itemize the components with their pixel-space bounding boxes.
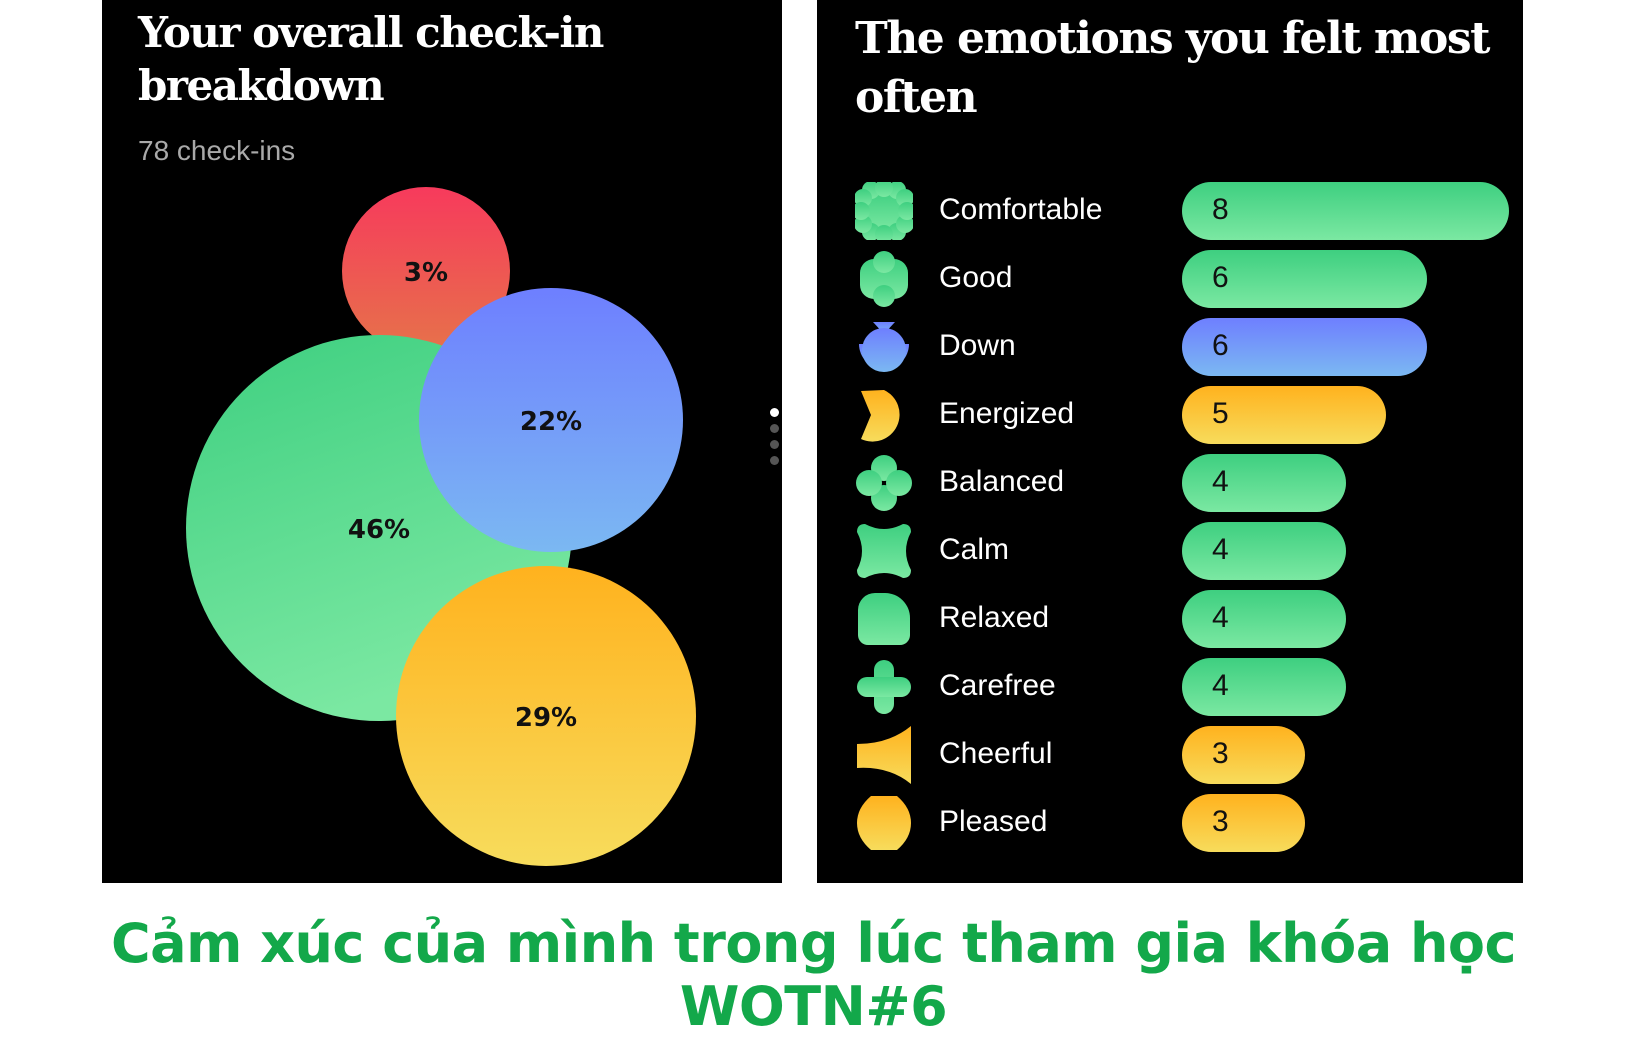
emotion-value: 5 bbox=[1212, 397, 1229, 430]
emotion-value: 4 bbox=[1212, 601, 1229, 634]
bubble-yellow bbox=[396, 566, 696, 866]
bubble-label-red: 3% bbox=[404, 258, 448, 288]
bubble-label-blue: 22% bbox=[520, 407, 582, 437]
emotion-value: 4 bbox=[1212, 669, 1229, 702]
bubble-label-green: 46% bbox=[348, 515, 410, 545]
emotion-label: Down bbox=[939, 329, 1016, 362]
page-dot-active[interactable] bbox=[770, 408, 779, 417]
emotion-label: Comfortable bbox=[939, 193, 1103, 226]
emotion-row: Cheerful 3 bbox=[817, 726, 1523, 784]
emotion-row: Good 6 bbox=[817, 250, 1523, 308]
emotion-row: Relaxed 4 bbox=[817, 590, 1523, 648]
emotion-label: Balanced bbox=[939, 465, 1065, 498]
emotion-bar: 5 bbox=[1182, 386, 1386, 444]
clover-icon bbox=[855, 454, 913, 512]
emotion-bar: 4 bbox=[1182, 454, 1346, 512]
bubble-blue bbox=[419, 288, 683, 552]
emotions-panel: The emotions you felt most often Comfort… bbox=[817, 0, 1523, 883]
emotion-value: 3 bbox=[1212, 805, 1229, 838]
emotion-label: Calm bbox=[939, 533, 1010, 566]
emotion-bar: 6 bbox=[1182, 250, 1427, 308]
emotion-label: Cheerful bbox=[939, 737, 1053, 770]
emotion-bar: 4 bbox=[1182, 590, 1346, 648]
bubble-label-yellow: 29% bbox=[515, 703, 577, 733]
plus-cross-icon bbox=[855, 658, 913, 716]
scallop-square-icon bbox=[852, 179, 916, 243]
checkin-breakdown-panel: Your overall check-in breakdown 78 check… bbox=[102, 0, 782, 883]
emotion-value: 6 bbox=[1212, 261, 1229, 294]
flower-blob-icon bbox=[855, 250, 913, 308]
page-indicator bbox=[770, 408, 780, 472]
emotion-bar: 4 bbox=[1182, 658, 1346, 716]
emotion-label: Relaxed bbox=[939, 601, 1050, 634]
emotion-value: 4 bbox=[1212, 465, 1229, 498]
emotion-bar: 3 bbox=[1182, 794, 1305, 852]
right-panel-title: The emotions you felt most often bbox=[855, 13, 1490, 123]
emotion-value: 4 bbox=[1212, 533, 1229, 566]
emotion-row: Energized 5 bbox=[817, 386, 1523, 444]
left-panel-title: Your overall check-in breakdown bbox=[138, 8, 604, 111]
emotion-row: Carefree 4 bbox=[817, 658, 1523, 716]
emotion-value: 8 bbox=[1212, 193, 1229, 226]
emotion-bar: 8 bbox=[1182, 182, 1509, 240]
emotion-bar: 4 bbox=[1182, 522, 1346, 580]
emotion-label: Good bbox=[939, 261, 1013, 294]
horn-icon bbox=[855, 726, 913, 784]
page-dot[interactable] bbox=[770, 456, 779, 465]
caption: Cảm xúc của mình trong lúc tham gia khóa… bbox=[111, 912, 1517, 1038]
emotion-value: 6 bbox=[1212, 329, 1229, 362]
emotion-bar: 3 bbox=[1182, 726, 1305, 784]
emotion-label: Energized bbox=[939, 397, 1075, 430]
bubble-chart: 3% 46% 22% 29% bbox=[186, 187, 696, 866]
emotion-value: 3 bbox=[1212, 737, 1229, 770]
pinched-square-icon bbox=[855, 522, 913, 580]
bowl-icon bbox=[855, 318, 913, 376]
emotion-bar: 6 bbox=[1182, 318, 1427, 376]
page-dot[interactable] bbox=[770, 424, 779, 433]
pacman-icon bbox=[855, 386, 913, 444]
emotion-row: Down 6 bbox=[817, 318, 1523, 376]
emotion-row: Calm 4 bbox=[817, 522, 1523, 580]
emotion-row: Balanced 4 bbox=[817, 454, 1523, 512]
rounded-square-icon bbox=[855, 590, 913, 648]
checkin-count: 78 check-ins bbox=[138, 135, 296, 166]
emotion-label: Carefree bbox=[939, 669, 1056, 702]
bubble-red bbox=[342, 187, 510, 355]
octagon-blob-icon bbox=[855, 794, 913, 852]
emotion-label: Pleased bbox=[939, 805, 1048, 838]
emotion-row: Pleased 3 bbox=[817, 794, 1523, 852]
emotion-row: Comfortable 8 bbox=[817, 179, 1523, 243]
page-dot[interactable] bbox=[770, 440, 779, 449]
